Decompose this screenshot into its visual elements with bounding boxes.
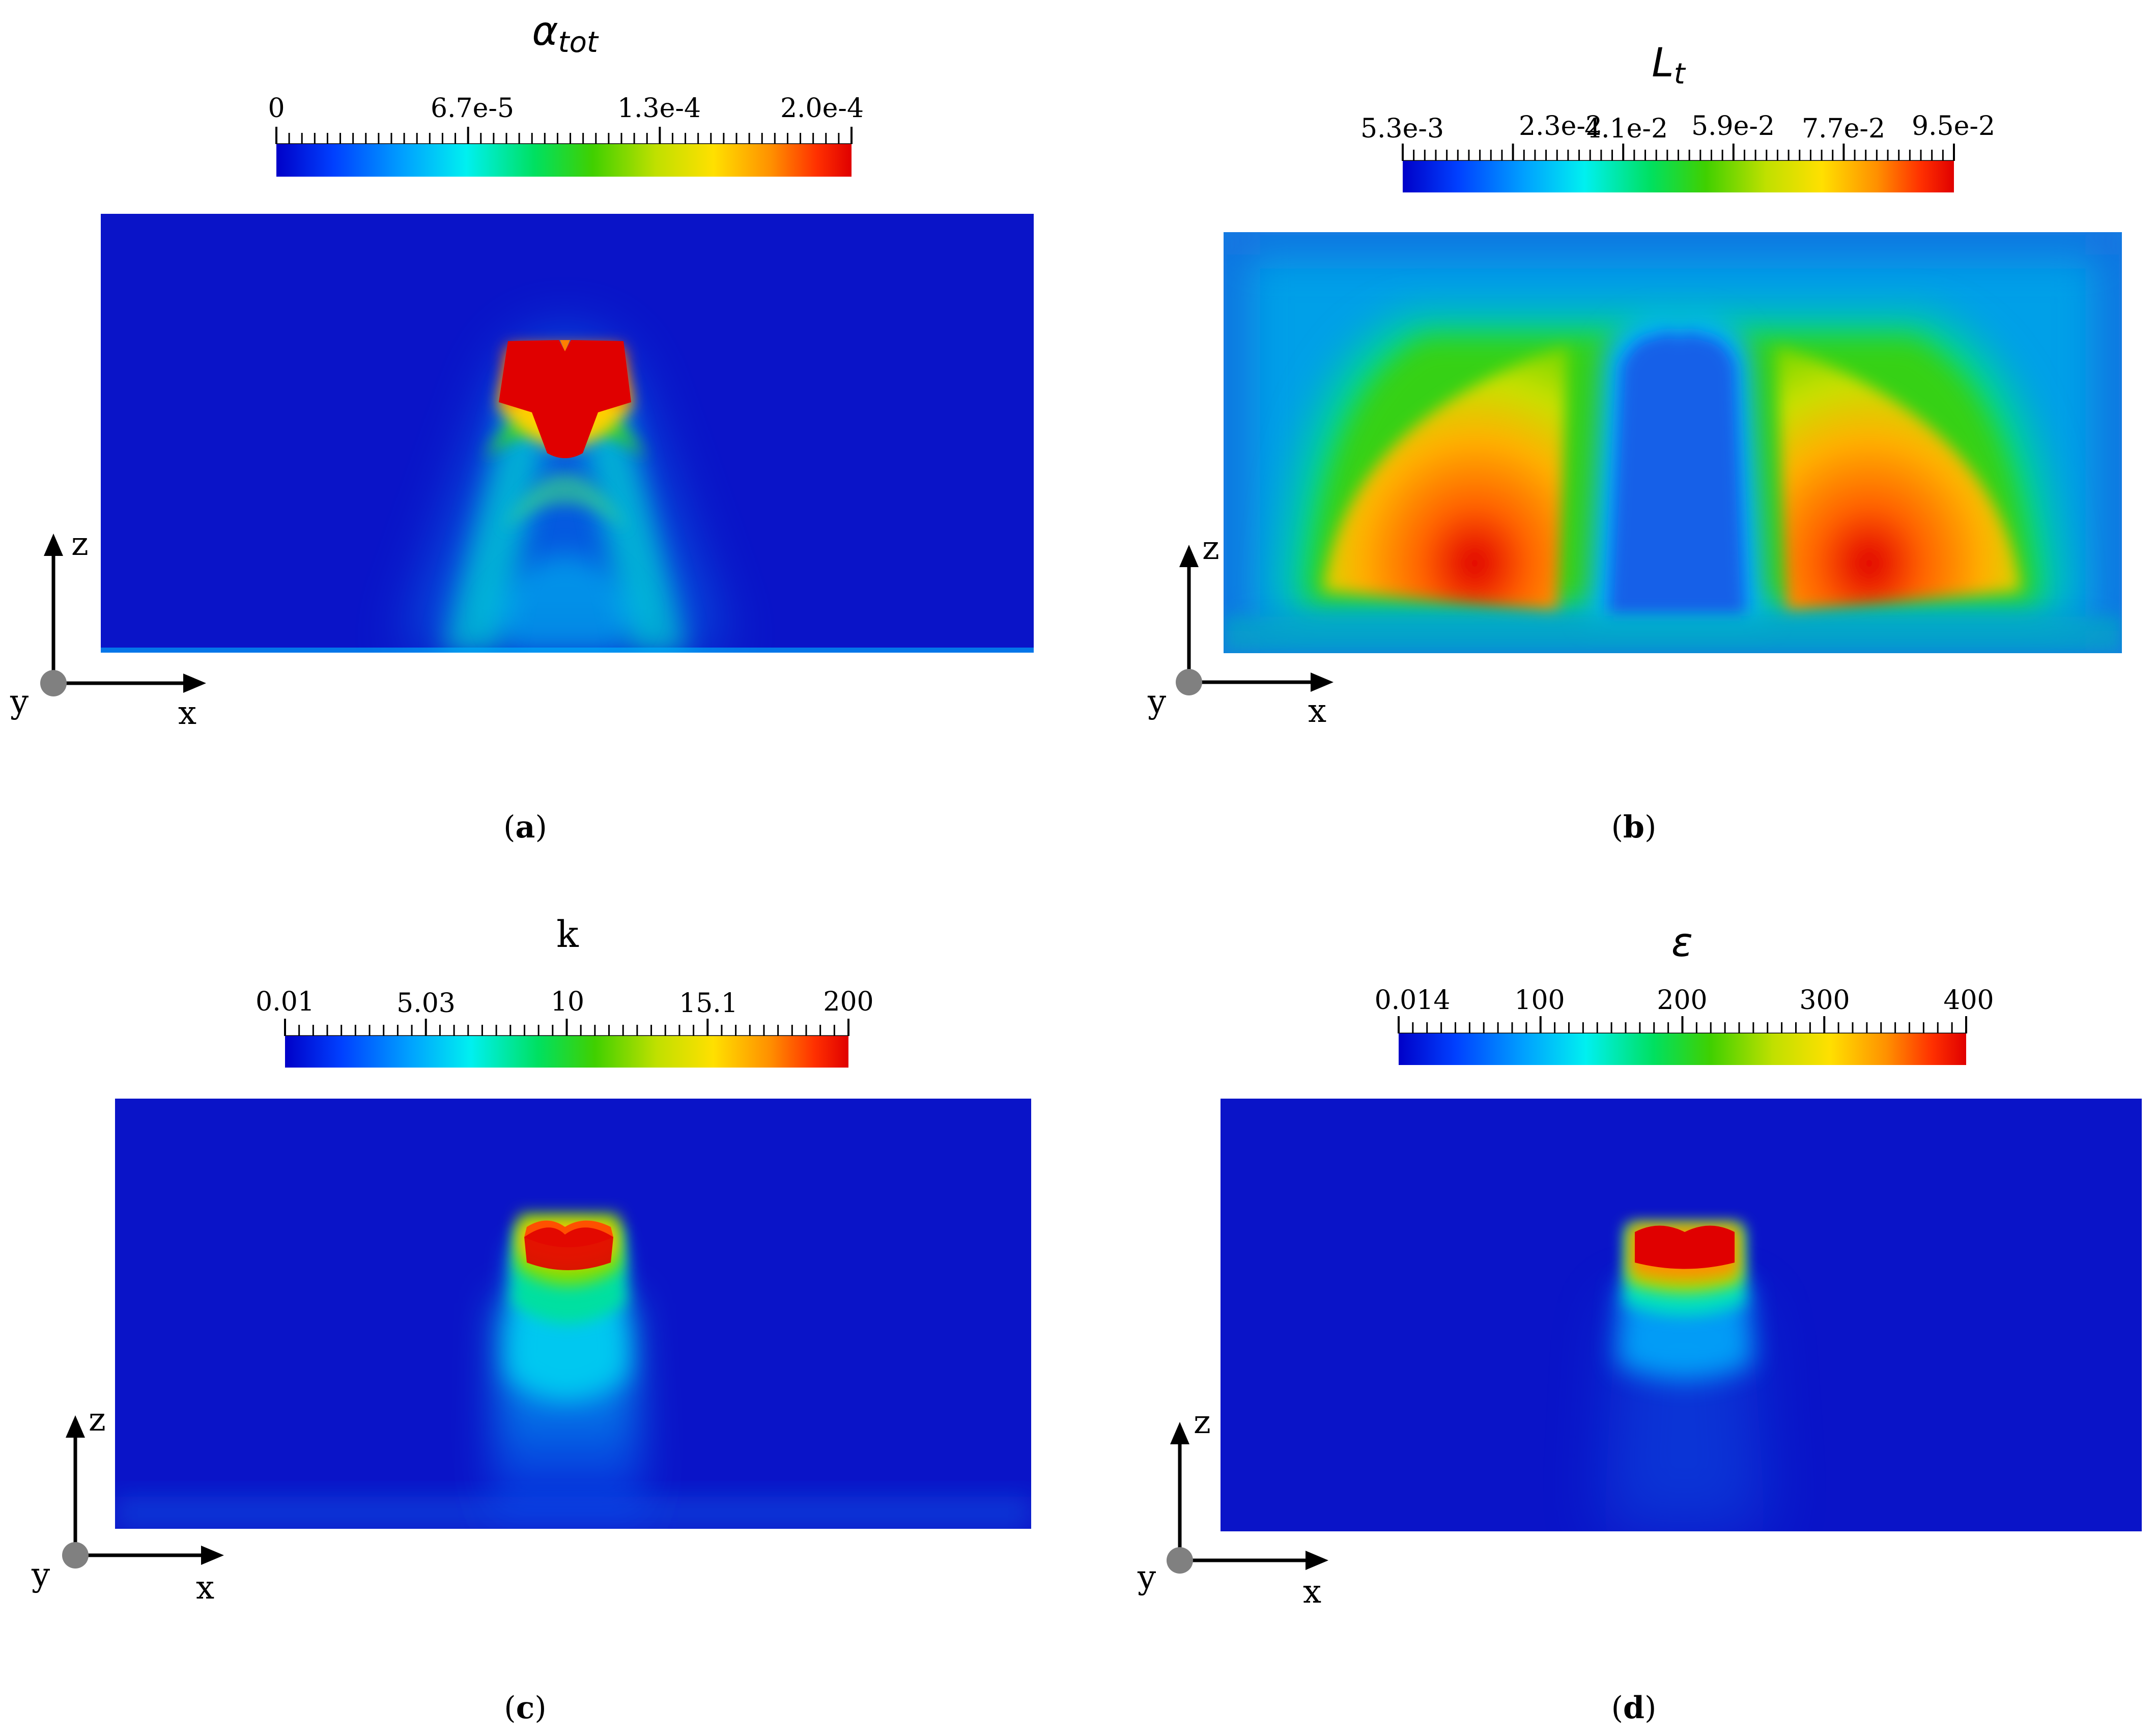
panel-b-axes: z y x <box>1147 529 1334 730</box>
panel-b-field <box>1224 232 2122 653</box>
z-axis-arrow-icon <box>1179 545 1199 567</box>
colorbar-label: 300 <box>1799 985 1850 1016</box>
panel-b-colorbar: 5.3e-3 2.3e-2 4.1e-2 5.9e-2 7.7e-2 9.5e-… <box>1360 111 1995 192</box>
y-axis-marker-icon <box>1176 669 1202 695</box>
colorbar-gradient <box>276 144 852 177</box>
colorbar-label: 7.7e-2 <box>1802 114 1885 144</box>
panel-c-colorbar: 0.01 5.03 10 15.1 200 <box>256 987 874 1068</box>
panel-b-colorbar-labels: 5.3e-3 2.3e-2 4.1e-2 5.9e-2 7.7e-2 9.5e-… <box>1360 111 1995 144</box>
z-axis-arrow-icon <box>1170 1422 1189 1444</box>
panel-c-axes: z y x <box>31 1401 224 1607</box>
y-axis-label: y <box>10 683 29 721</box>
panel-c-title: k <box>556 913 579 956</box>
colorbar-label: 15.1 <box>679 988 738 1019</box>
x-axis-label: x <box>1308 692 1326 730</box>
colorbar-label: 200 <box>823 987 873 1017</box>
z-axis-label: z <box>1202 529 1219 567</box>
panel-a-field <box>101 214 1034 653</box>
panel-d-title: ε <box>1671 920 1693 966</box>
panel-c-field <box>115 1099 1031 1529</box>
colorbar-gradient <box>1399 1033 1966 1065</box>
z-axis-label: z <box>71 525 89 563</box>
colorbar-label: 0 <box>268 93 285 124</box>
y-axis-label: y <box>31 1556 50 1594</box>
panel-c-colorbar-labels: 0.01 5.03 10 15.1 200 <box>256 987 874 1019</box>
panel-b-title: Lt <box>1652 40 1686 91</box>
panel-b: Lt 5.3e-3 2.3e-2 4.1e-2 5.9e-2 7.7e-2 9.… <box>1147 40 2122 845</box>
x-axis-arrow-icon <box>183 674 206 693</box>
panel-d-axes: z y x <box>1137 1404 1328 1611</box>
colorbar-label: 1.3e-4 <box>617 93 701 124</box>
colorbar-label: 9.5e-2 <box>1912 111 1995 142</box>
x-axis-arrow-icon <box>1311 673 1334 692</box>
panel-d-caption: (d) <box>1611 1690 1657 1726</box>
colorbar-label: 5.3e-3 <box>1360 114 1444 144</box>
y-axis-marker-icon <box>62 1542 89 1569</box>
x-axis-label: x <box>178 694 196 732</box>
colorbar-label: 2.3e-2 <box>1519 111 1602 142</box>
x-axis-label: x <box>196 1569 214 1607</box>
y-axis-marker-icon <box>1167 1547 1193 1574</box>
x-axis-arrow-icon <box>201 1546 224 1565</box>
colorbar-label: 6.7e-5 <box>431 93 514 124</box>
colorbar-ticks <box>1398 1016 1967 1034</box>
z-axis-arrow-icon <box>44 534 63 556</box>
panel-a-colorbar: 0 6.7e-5 1.3e-4 2.0e-4 <box>268 93 864 177</box>
colorbar-label: 10 <box>551 987 584 1017</box>
z-axis-arrow-icon <box>66 1415 85 1438</box>
colorbar-label: 200 <box>1657 985 1707 1016</box>
panel-a: αtot 0 6.7e-5 1.3e-4 2.0e-4 <box>10 9 1034 845</box>
colorbar-ticks <box>275 127 853 145</box>
x-axis-label: x <box>1303 1573 1321 1611</box>
colorbar-label: 100 <box>1514 985 1565 1016</box>
colorbar-gradient <box>285 1036 848 1068</box>
colorbar-label: 5.9e-2 <box>1691 111 1775 142</box>
panel-c-caption: (c) <box>504 1690 546 1726</box>
colorbar-label: 0.014 <box>1375 985 1451 1016</box>
panel-d: ε 0.014 100 200 300 400 <box>1137 920 2142 1726</box>
x-axis-arrow-icon <box>1306 1551 1328 1570</box>
panel-a-colorbar-labels: 0 6.7e-5 1.3e-4 2.0e-4 <box>268 93 864 124</box>
y-axis-label: y <box>1147 683 1166 721</box>
y-axis-label: y <box>1137 1559 1156 1597</box>
panel-b-caption: (b) <box>1611 809 1657 845</box>
colorbar-label: 4.1e-2 <box>1584 114 1668 144</box>
colorbar-label: 0.01 <box>256 987 315 1017</box>
colorbar-label: 2.0e-4 <box>780 93 864 124</box>
panel-d-colorbar: 0.014 100 200 300 400 <box>1375 985 1994 1065</box>
panel-d-colorbar-labels: 0.014 100 200 300 400 <box>1375 985 1994 1016</box>
panel-d-field <box>1221 1099 2142 1531</box>
y-axis-marker-icon <box>40 670 67 696</box>
z-axis-label: z <box>1194 1404 1211 1441</box>
z-axis-label: z <box>89 1401 106 1439</box>
colorbar-ticks <box>284 1019 849 1037</box>
colorbar-label: 5.03 <box>396 988 456 1019</box>
colorbar-ticks <box>1402 144 1955 162</box>
colorbar-label: 400 <box>1943 985 1994 1016</box>
colorbar-gradient <box>1403 161 1954 192</box>
panel-a-caption: (a) <box>503 809 547 845</box>
panel-a-axes: z y x <box>10 525 206 732</box>
panel-c: k 0.01 5.03 10 15.1 200 <box>31 913 1031 1726</box>
panel-a-title: αtot <box>532 9 599 59</box>
